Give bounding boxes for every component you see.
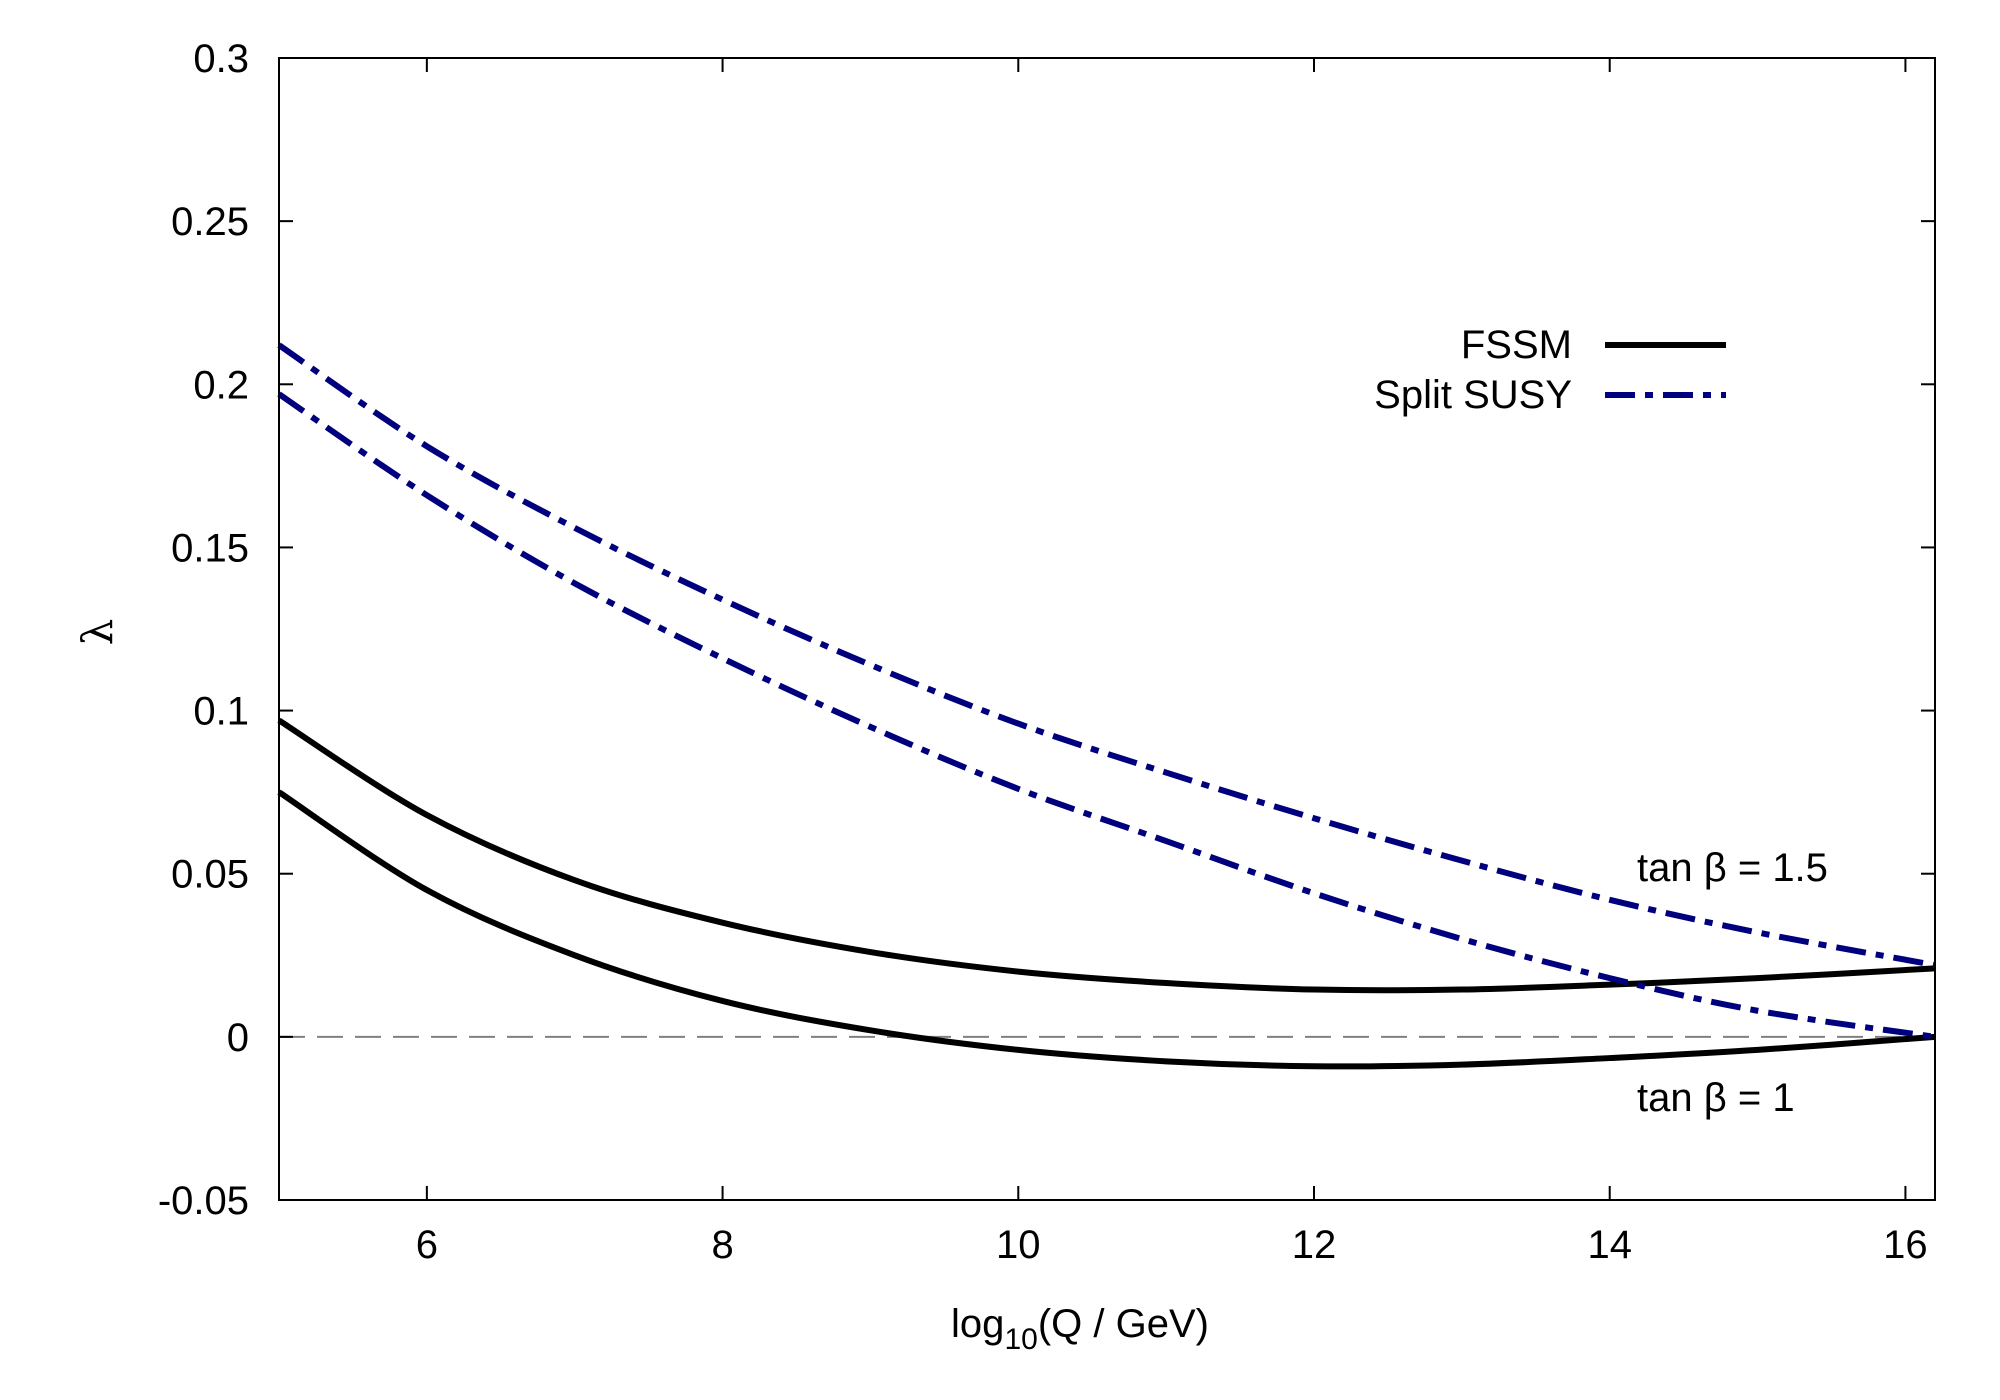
legend: FSSM Split SUSY (1374, 323, 1726, 417)
x-tick-label: 10 (996, 1223, 1041, 1267)
y-tick-label: 0 (227, 1016, 249, 1060)
y-tick-label: 0.2 (193, 363, 249, 407)
x-axis-label-main: log (951, 1302, 1004, 1346)
x-axis-label: log10(Q / GeV) (951, 1302, 1209, 1356)
annotation-tan-beta-1: tan β = 1 (1637, 1076, 1795, 1120)
x-tick-label: 6 (416, 1223, 438, 1267)
y-tick-label: 0.15 (171, 526, 249, 570)
y-tick-label: -0.05 (158, 1179, 249, 1223)
series-line-split-susy-tan-1 (277, 391, 1936, 1040)
x-tick-label: 16 (1883, 1223, 1928, 1267)
x-axis-label-subscript: 10 (1004, 1323, 1037, 1356)
plot-frame (278, 57, 1936, 1201)
x-tick-label: 12 (1292, 1223, 1337, 1267)
series-line-fssm-tan-1-5 (277, 717, 1936, 994)
y-axis-label: λ (73, 619, 122, 646)
y-tick-label: 0.3 (193, 37, 249, 81)
y-tick-label: 0.1 (193, 690, 249, 734)
x-tick-label: 8 (711, 1223, 733, 1267)
legend-label-fssm: FSSM (1461, 323, 1572, 367)
y-tick-label: 0.25 (171, 200, 249, 244)
series-line-fssm-tan-1 (277, 789, 1936, 1070)
annotation-tan-beta-1-5: tan β = 1.5 (1637, 846, 1828, 890)
legend-label-split-susy: Split SUSY (1374, 373, 1572, 417)
x-tick-label: 14 (1587, 1223, 1632, 1267)
x-axis-ticks: 6 8 10 12 14 16 (416, 58, 1928, 1267)
x-axis-label-rest: (Q / GeV) (1038, 1302, 1209, 1346)
y-tick-label: 0.05 (171, 853, 249, 897)
y-axis-ticks: -0.05 0 0.05 0.1 0.15 0.2 0.25 0.3 (158, 37, 1935, 1223)
series-lines (277, 342, 1936, 1070)
series-line-split-susy-tan-1-5 (277, 342, 1936, 969)
